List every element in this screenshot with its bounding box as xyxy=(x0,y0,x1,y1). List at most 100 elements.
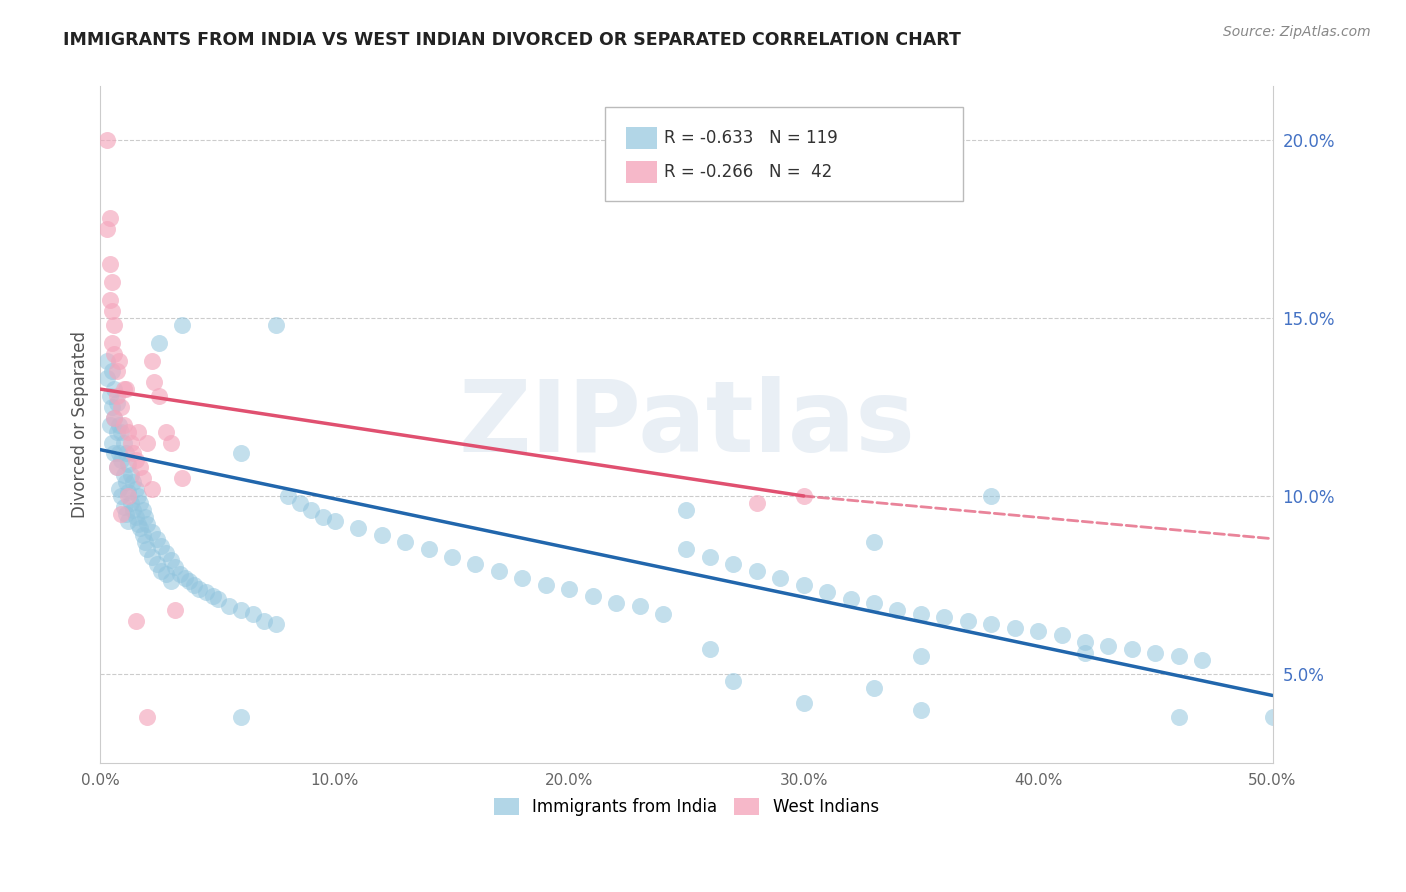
Point xyxy=(253,614,276,628)
Point xyxy=(769,571,792,585)
Point xyxy=(96,222,118,236)
Point xyxy=(141,353,163,368)
Point xyxy=(793,489,815,503)
Point xyxy=(98,389,121,403)
Point xyxy=(242,607,264,621)
Point xyxy=(101,275,124,289)
Point xyxy=(124,510,146,524)
Point xyxy=(105,425,128,439)
Point xyxy=(103,410,125,425)
Point xyxy=(745,496,768,510)
Point xyxy=(143,375,166,389)
Point xyxy=(699,642,721,657)
Text: IMMIGRANTS FROM INDIA VS WEST INDIAN DIVORCED OR SEPARATED CORRELATION CHART: IMMIGRANTS FROM INDIA VS WEST INDIAN DIV… xyxy=(63,31,962,49)
Legend: Immigrants from India, West Indians: Immigrants from India, West Indians xyxy=(488,791,886,822)
Point xyxy=(159,435,181,450)
Point xyxy=(101,335,124,350)
Point xyxy=(122,446,145,460)
Point xyxy=(101,364,124,378)
Point xyxy=(141,524,163,539)
Point xyxy=(129,521,152,535)
Point xyxy=(723,674,745,689)
Point xyxy=(582,589,605,603)
Point xyxy=(96,133,118,147)
Point xyxy=(117,425,139,439)
Point xyxy=(1167,649,1189,664)
Point xyxy=(1261,710,1284,724)
Point xyxy=(127,489,149,503)
Point xyxy=(127,425,149,439)
Text: R = -0.633   N = 119: R = -0.633 N = 119 xyxy=(664,129,838,147)
Point xyxy=(120,496,142,510)
Point xyxy=(150,539,173,553)
Point xyxy=(464,557,486,571)
Point xyxy=(150,564,173,578)
Point xyxy=(183,578,205,592)
Point xyxy=(108,446,131,460)
Point xyxy=(165,560,187,574)
Point xyxy=(229,710,252,724)
Point xyxy=(148,335,170,350)
Point xyxy=(155,567,177,582)
Point xyxy=(124,453,146,467)
Point xyxy=(675,542,697,557)
Point xyxy=(187,582,209,596)
Point xyxy=(815,585,838,599)
Point xyxy=(155,425,177,439)
Point xyxy=(124,614,146,628)
Point xyxy=(418,542,440,557)
Point xyxy=(440,549,463,564)
Point xyxy=(110,507,132,521)
Point xyxy=(136,517,159,532)
Point xyxy=(96,353,118,368)
Point xyxy=(793,578,815,592)
Point xyxy=(699,549,721,564)
Point xyxy=(103,318,125,332)
Point xyxy=(117,489,139,503)
Point xyxy=(675,503,697,517)
Point xyxy=(98,293,121,307)
Point xyxy=(108,353,131,368)
Point xyxy=(141,482,163,496)
Point xyxy=(839,592,862,607)
Point xyxy=(155,546,177,560)
Point xyxy=(110,453,132,467)
Point xyxy=(886,603,908,617)
Point xyxy=(110,425,132,439)
Point xyxy=(169,567,191,582)
Point xyxy=(312,510,335,524)
Point xyxy=(120,467,142,482)
Point xyxy=(910,607,932,621)
Point xyxy=(108,482,131,496)
Point xyxy=(394,535,416,549)
Point xyxy=(194,585,217,599)
Point xyxy=(117,485,139,500)
Point xyxy=(1004,621,1026,635)
Point xyxy=(1167,710,1189,724)
Point xyxy=(129,496,152,510)
Point xyxy=(173,571,195,585)
Point xyxy=(105,460,128,475)
Point xyxy=(201,589,224,603)
Point xyxy=(980,489,1002,503)
Point xyxy=(105,364,128,378)
Point xyxy=(277,489,299,503)
Point xyxy=(122,503,145,517)
Point xyxy=(112,435,135,450)
Point xyxy=(96,371,118,385)
Point xyxy=(98,257,121,271)
Point xyxy=(207,592,229,607)
Point xyxy=(148,389,170,403)
Point xyxy=(129,460,152,475)
Point xyxy=(745,564,768,578)
Point xyxy=(264,617,287,632)
Point xyxy=(103,382,125,396)
Point xyxy=(103,446,125,460)
Point xyxy=(229,603,252,617)
Point xyxy=(1097,639,1119,653)
Point xyxy=(105,389,128,403)
Point xyxy=(103,410,125,425)
Point xyxy=(141,549,163,564)
Point xyxy=(956,614,979,628)
Point xyxy=(299,503,322,517)
